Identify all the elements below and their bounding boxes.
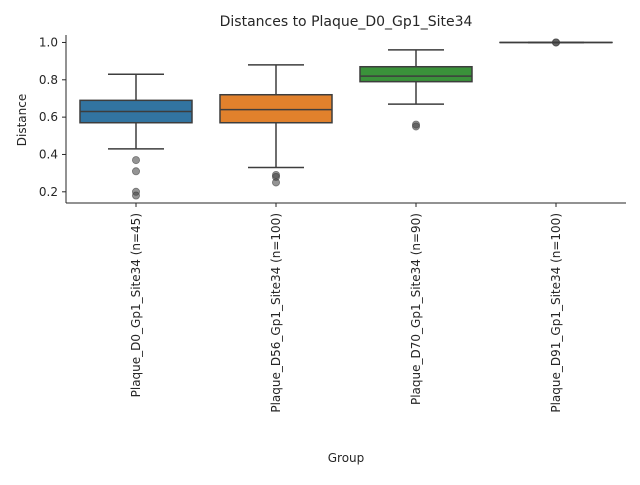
- y-tick-label: 0.2: [39, 185, 58, 199]
- y-axis-label: Distance: [15, 94, 29, 146]
- outlier-point: [272, 179, 279, 186]
- chart-title: Distances to Plaque_D0_Gp1_Site34: [220, 14, 473, 30]
- outlier-point: [132, 156, 139, 163]
- x-tick-label: Plaque_D56_Gp1_Site34 (n=100): [269, 213, 283, 413]
- box-body: [360, 67, 472, 82]
- y-tick-label: 0.6: [39, 110, 58, 124]
- y-tick-label: 0.8: [39, 73, 58, 87]
- x-tick-label: Plaque_D70_Gp1_Site34 (n=90): [409, 213, 423, 405]
- y-tick-label: 0.4: [39, 147, 58, 161]
- box-body: [220, 95, 332, 123]
- outlier-point: [132, 168, 139, 175]
- plot-area: 0.2 0.4 0.6 0.8 1.0 Plaque_D0_Gp1_Site34 (n=4…: [39, 35, 626, 413]
- x-axis-label: Group: [328, 451, 365, 465]
- x-tick-label: Plaque_D0_Gp1_Site34 (n=45): [129, 213, 143, 397]
- y-tick-label: 1.0: [39, 35, 58, 49]
- outlier-point: [412, 123, 419, 130]
- x-tick-label: Plaque_D91_Gp1_Site34 (n=100): [549, 213, 563, 413]
- outlier-point: [552, 39, 559, 46]
- outlier-point: [132, 192, 139, 199]
